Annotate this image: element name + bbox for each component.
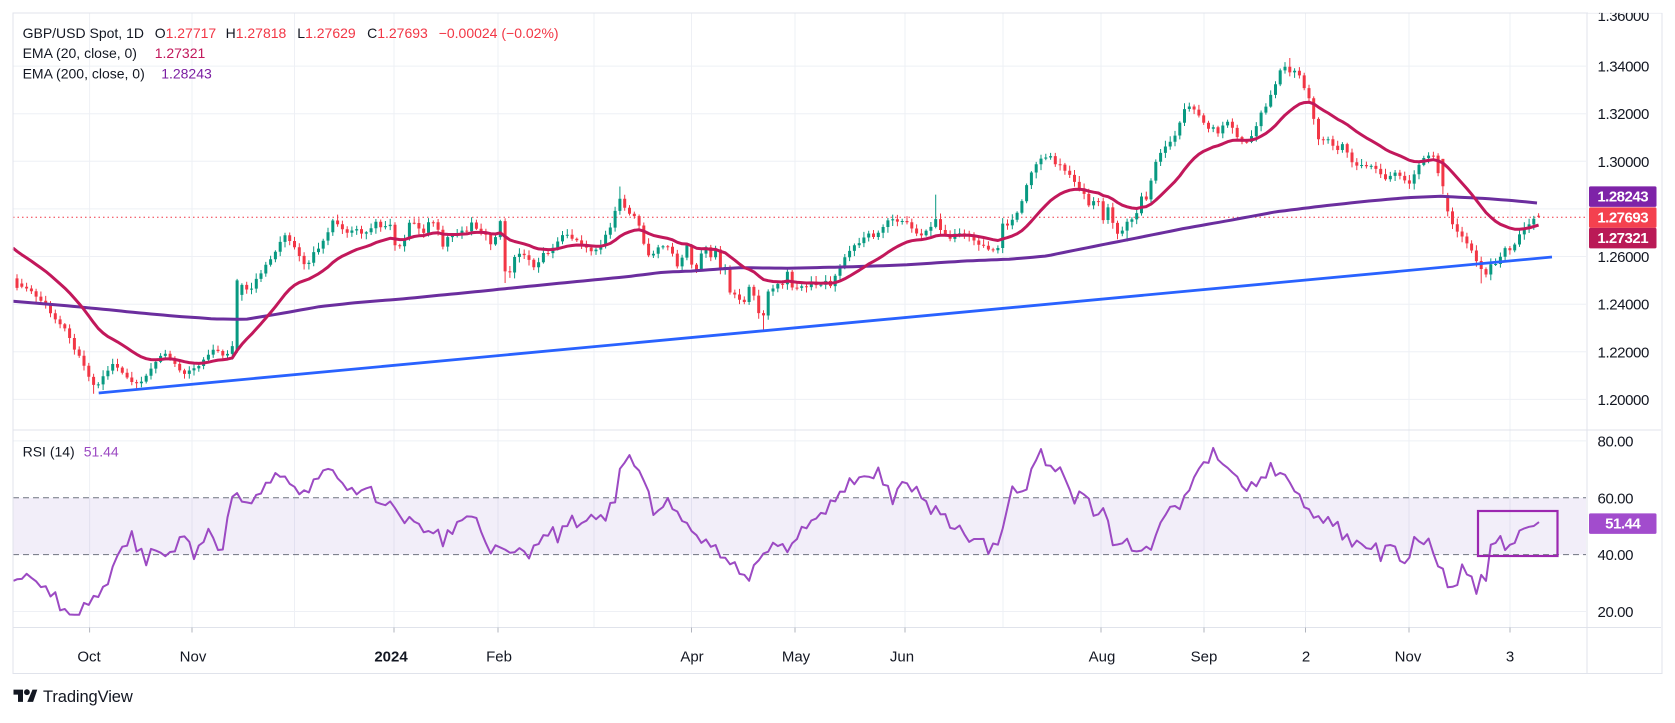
svg-text:Nov: Nov [1395, 649, 1422, 666]
svg-text:1.27321: 1.27321 [1597, 230, 1648, 247]
svg-text:May: May [782, 649, 811, 666]
svg-text:1.30000: 1.30000 [1598, 154, 1649, 171]
svg-text:1.26000: 1.26000 [1598, 249, 1649, 266]
svg-text:1.27693: 1.27693 [1597, 210, 1648, 227]
svg-text:51.44: 51.44 [1605, 516, 1641, 533]
svg-text:2: 2 [1302, 649, 1310, 666]
svg-text:1.22000: 1.22000 [1598, 344, 1649, 361]
svg-text:H1.27818: H1.27818 [226, 25, 287, 41]
svg-text:Feb: Feb [486, 649, 512, 666]
svg-text:2024: 2024 [374, 649, 408, 666]
svg-text:1.28243: 1.28243 [161, 66, 212, 82]
svg-text:80.00: 80.00 [1598, 433, 1634, 450]
svg-text:3: 3 [1506, 649, 1514, 666]
svg-text:−0.00024 (−0.02%): −0.00024 (−0.02%) [439, 25, 559, 41]
svg-text:GBP/USD Spot, 1D: GBP/USD Spot, 1D [23, 25, 144, 41]
svg-text:60.00: 60.00 [1598, 490, 1634, 507]
svg-text:Apr: Apr [680, 649, 703, 666]
svg-text:C1.27693: C1.27693 [367, 25, 428, 41]
svg-text:Nov: Nov [180, 649, 207, 666]
svg-text:L1.27629: L1.27629 [297, 25, 356, 41]
svg-text:Oct: Oct [77, 649, 101, 666]
svg-text:1.28243: 1.28243 [1597, 189, 1648, 206]
svg-text:1.20000: 1.20000 [1598, 392, 1649, 409]
svg-text:EMA (200, close, 0): EMA (200, close, 0) [23, 66, 145, 82]
svg-text:EMA (20, close, 0): EMA (20, close, 0) [23, 45, 137, 61]
svg-text:1.34000: 1.34000 [1598, 59, 1649, 76]
svg-text:Jun: Jun [890, 649, 914, 666]
svg-text:RSI (14): RSI (14) [23, 444, 75, 460]
svg-text:1.27321: 1.27321 [155, 45, 206, 61]
svg-text:1.24000: 1.24000 [1598, 297, 1649, 314]
svg-text:Aug: Aug [1089, 649, 1116, 666]
svg-text:O1.27717: O1.27717 [155, 25, 217, 41]
svg-text:40.00: 40.00 [1598, 547, 1634, 564]
svg-text:51.44: 51.44 [84, 444, 119, 460]
svg-text:1.32000: 1.32000 [1598, 106, 1649, 123]
svg-text:Sep: Sep [1191, 649, 1218, 666]
svg-text:TradingView: TradingView [43, 688, 133, 706]
svg-text:20.00: 20.00 [1598, 604, 1634, 621]
